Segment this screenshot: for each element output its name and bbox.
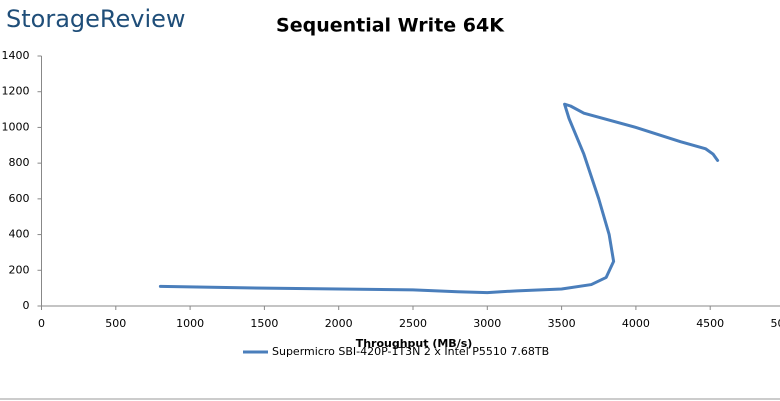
y-tick-label: 800 — [9, 156, 30, 169]
x-tick-label: 1000 — [176, 317, 204, 330]
x-tick-label: 0 — [38, 317, 45, 330]
x-tick-label: 500 — [105, 317, 126, 330]
x-axis-title: Throughput (MB/s) — [356, 337, 473, 350]
y-tick-label: 1000 — [2, 120, 30, 133]
x-tick-label: 2000 — [325, 317, 353, 330]
x-tick-label: 5000 — [771, 317, 780, 330]
x-tick-label: 1500 — [250, 317, 278, 330]
data-line — [158, 102, 720, 295]
logo: StorageReview — [6, 5, 186, 33]
y-tick-label: 0 — [23, 299, 30, 312]
x-tick-label: 2500 — [399, 317, 427, 330]
y-tick-label: 1200 — [2, 85, 30, 98]
y-tick-label: 1400 — [2, 49, 30, 62]
chart-title: Sequential Write 64K — [276, 15, 505, 37]
y-tick-label: 200 — [9, 263, 30, 276]
x-tick-label: 4500 — [696, 317, 724, 330]
legend-label: Supermicro SBI-420P-1T3N 2 x Intel P5510… — [272, 345, 549, 358]
x-tick-label: 4000 — [622, 317, 650, 330]
y-tick-label: 400 — [9, 228, 30, 241]
y-tick-label: 600 — [9, 192, 30, 205]
x-tick-label: 3500 — [548, 317, 576, 330]
x-tick-label: 3000 — [473, 317, 501, 330]
